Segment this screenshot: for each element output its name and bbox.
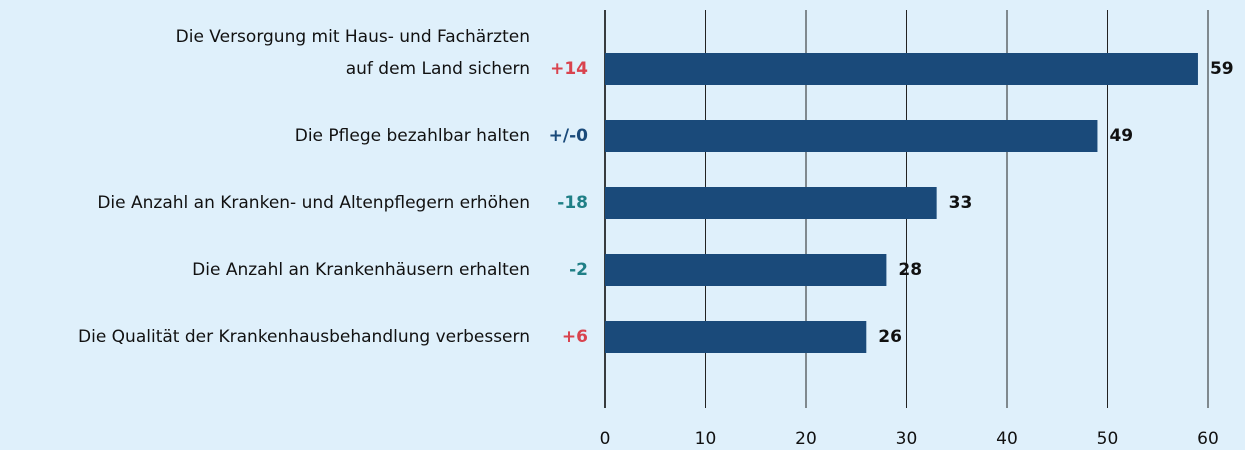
value-label: 26 [878, 327, 902, 347]
category-label: auf dem Land sichern [346, 59, 530, 79]
x-tick-label: 50 [1097, 429, 1119, 449]
x-tick-label: 40 [996, 429, 1018, 449]
bar [605, 187, 937, 219]
change-label: +/-0 [549, 126, 589, 146]
category-label: Die Anzahl an Krankenhäusern erhalten [192, 260, 530, 280]
value-label: 28 [898, 260, 922, 280]
category-label: Die Pflege bezahlbar halten [295, 126, 530, 146]
value-label: 33 [949, 193, 973, 213]
change-label: -2 [569, 260, 588, 280]
x-tick-label: 60 [1197, 429, 1219, 449]
value-label: 49 [1109, 126, 1133, 146]
bar [605, 254, 887, 286]
bar [605, 53, 1198, 85]
x-tick-label: 0 [600, 429, 611, 449]
change-label: -18 [557, 193, 588, 213]
category-label: Die Anzahl an Kranken- und Altenpflegern… [97, 193, 530, 213]
change-label: +14 [550, 59, 588, 79]
x-tick-label: 10 [695, 429, 717, 449]
x-tick-label: 20 [795, 429, 817, 449]
category-label: Die Qualität der Krankenhausbehandlung v… [78, 327, 530, 347]
bar [605, 321, 867, 353]
bar [605, 120, 1098, 152]
x-tick-label: 30 [896, 429, 918, 449]
change-label: +6 [562, 327, 588, 347]
value-label: 59 [1210, 59, 1234, 79]
category-label: Die Versorgung mit Haus- und Fachärzten [176, 27, 530, 47]
